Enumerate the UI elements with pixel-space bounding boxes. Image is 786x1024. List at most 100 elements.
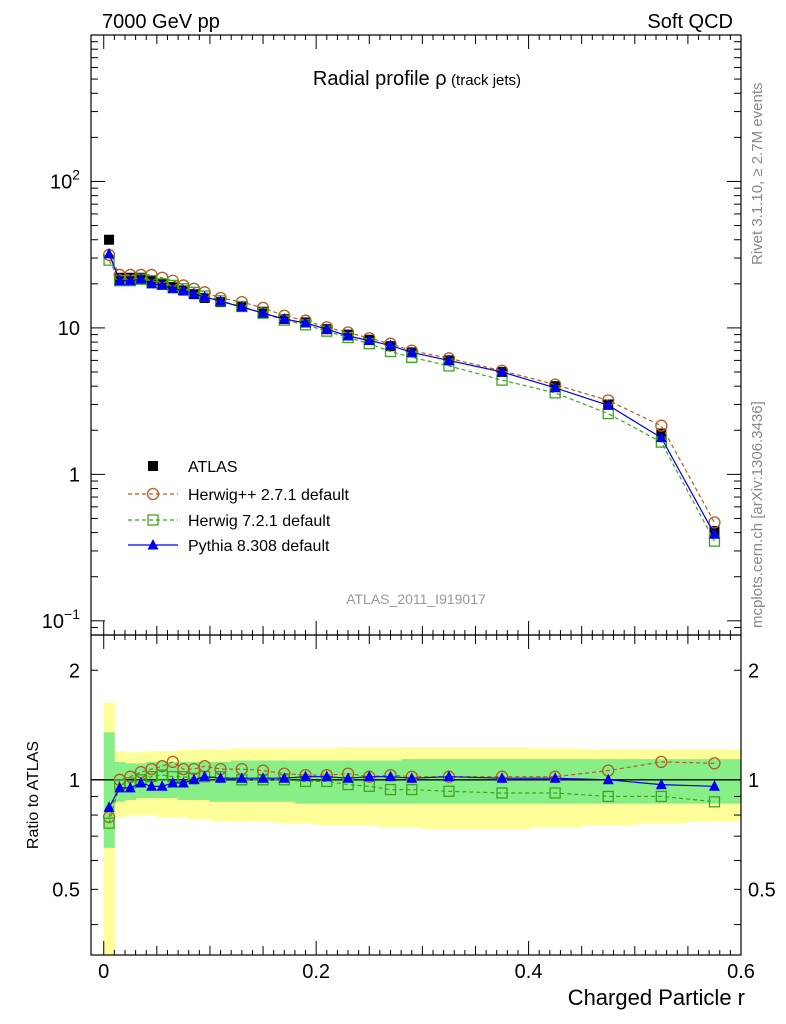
mcplots-label: mcplots.cern.ch [arXiv:1306.3436] xyxy=(749,401,766,628)
data-point-pythia-8-308-default xyxy=(655,431,667,443)
uncertainty-band-inner xyxy=(316,760,338,804)
x-tick-label: 0.6 xyxy=(727,961,755,983)
ratio-y-tick-label-right: 1 xyxy=(748,770,759,792)
legend-label-pythia-8-308-default: Pythia 8.308 default xyxy=(188,538,330,555)
data-point-herwig-7-2-1-default xyxy=(655,790,667,803)
watermark: ATLAS_2011_I919017 xyxy=(346,591,486,607)
data-point-pythia-8-308-default xyxy=(549,772,561,783)
data-point-pythia-8-308-default xyxy=(496,365,508,377)
x-axis-label: Charged Particle r xyxy=(568,985,745,1010)
data-point-pythia-8-308-default xyxy=(156,780,168,791)
data-point-pythia-8-308-default xyxy=(103,801,115,812)
header-left: 7000 GeV pp xyxy=(102,11,220,33)
legend-marker-herwig-2-7-1-default xyxy=(146,487,160,501)
series-pythia-8-308-default xyxy=(103,247,720,539)
data-point-herwig-2-7-1-default xyxy=(166,755,179,769)
data-point-pythia-8-308-default xyxy=(300,770,312,782)
data-point-herwig-7-2-1-default xyxy=(496,787,508,799)
data-point-pythia-8-308-default xyxy=(321,323,333,334)
data-point-pythia-8-308-default xyxy=(114,274,126,286)
data-point-pythia-8-308-default xyxy=(278,313,290,324)
ratio-y-tick-label-right: 2 xyxy=(748,660,759,682)
data-point-pythia-8-308-default xyxy=(443,354,455,365)
main-title-suffix: (track jets) xyxy=(451,72,521,89)
data-point-herwig-7-2-1-default xyxy=(363,780,375,792)
ratio-frame xyxy=(90,634,742,956)
uncertainty-band-inner xyxy=(114,761,126,802)
data-point-pythia-8-308-default xyxy=(602,773,614,785)
y-tick-label: 10 xyxy=(58,318,80,340)
ratio-y-tick-label: 2 xyxy=(69,660,80,682)
x-tick-label: 0.2 xyxy=(302,961,330,983)
uncertainty-band-inner xyxy=(103,732,115,848)
data-point-pythia-8-308-default xyxy=(215,772,227,783)
data-point-pythia-8-308-default xyxy=(167,282,179,294)
data-point-pythia-8-308-default xyxy=(406,346,418,357)
y-tick-label: 1 xyxy=(69,464,80,486)
ratio-content xyxy=(91,702,742,955)
data-point-herwig-7-2-1-default xyxy=(103,817,115,829)
series-pythia-8-308-default xyxy=(103,770,720,812)
data-point-pythia-8-308-default xyxy=(443,770,455,782)
data-point-pythia-8-308-default xyxy=(257,307,269,318)
data-point-herwig-7-2-1-default xyxy=(384,783,397,796)
data-point-pythia-8-308-default xyxy=(188,288,200,299)
main-plot: Radial profile ρ (track jets) ATLAS_2011… xyxy=(42,34,742,636)
main-title: Radial profile ρ (track jets) xyxy=(313,68,521,90)
data-point-pythia-8-308-default xyxy=(385,770,397,782)
ratio-y-tick-label: 1 xyxy=(69,770,80,792)
legend: ATLAS Herwig++ 2.7.1 default Herwig 7.2.1 … xyxy=(128,459,350,555)
main-title-text: Radial profile ρ xyxy=(313,68,447,90)
data-point-pythia-8-308-default xyxy=(549,381,561,393)
data-point-pythia-8-308-default xyxy=(236,772,248,783)
uncertainty-band-inner xyxy=(379,760,402,804)
data-point-pythia-8-308-default xyxy=(167,776,179,788)
y-tick-label: 10−1 xyxy=(42,606,80,633)
legend-marker-atlas xyxy=(148,461,158,471)
data-point-pythia-8-308-default xyxy=(321,770,333,782)
data-point-pythia-8-308-default xyxy=(602,399,614,410)
x-tick-label: 0 xyxy=(98,961,109,983)
data-point-pythia-8-308-default xyxy=(146,780,158,791)
data-point-pythia-8-308-default xyxy=(300,317,312,328)
legend-label-atlas: ATLAS xyxy=(188,459,238,476)
ratio-y-tick-label: 0.5 xyxy=(52,879,80,901)
y-tick-base: 10 xyxy=(50,171,72,193)
legend-label-herwig-7-2-1-default: Herwig 7.2.1 default xyxy=(188,513,331,530)
data-point-herwig-7-2-1-default xyxy=(708,796,721,808)
data-point-pythia-8-308-default xyxy=(236,300,248,312)
data-point-pythia-8-308-default xyxy=(103,247,115,259)
x-tick-label: 0.4 xyxy=(515,961,543,983)
data-point-pythia-8-308-default xyxy=(342,330,354,341)
data-point-pythia-8-308-default xyxy=(146,277,158,289)
ratio-ylabel: Ratio to ATLAS xyxy=(25,741,42,849)
data-point-pythia-8-308-default xyxy=(342,772,354,783)
y-tick-exponent: 2 xyxy=(72,166,80,182)
data-point-pythia-8-308-default xyxy=(215,295,227,306)
data-point-pythia-8-308-default xyxy=(188,773,200,785)
uncertainty-band-inner xyxy=(422,759,476,804)
header-right: Soft QCD xyxy=(647,11,733,33)
data-point-pythia-8-308-default xyxy=(385,339,397,350)
rivet-label: Rivet 3.1.10, ≥ 2.7M events xyxy=(749,83,766,266)
data-point-herwig-7-2-1-default xyxy=(406,783,418,796)
data-point-pythia-8-308-default xyxy=(124,781,136,793)
data-point-herwig-2-7-1-default xyxy=(708,516,721,529)
data-point-herwig-2-7-1-default xyxy=(655,419,668,432)
data-point-herwig-2-7-1-default xyxy=(655,755,668,769)
legend-marker-herwig-7-2-1-default xyxy=(147,514,159,526)
legend-marker-pythia-8-308-default xyxy=(147,539,159,550)
y-tick-base: 10 xyxy=(42,611,64,633)
series-line-herwig-7-2-1-default xyxy=(108,774,715,824)
data-point-pythia-8-308-default xyxy=(496,772,508,783)
data-point-pythia-8-308-default xyxy=(177,776,189,788)
ratio-ticks: 2 2 1 1 0.5 0.5 0 0.2 0.4 0.6 xyxy=(52,635,776,983)
y-tick-base: 10 xyxy=(58,318,80,340)
legend-label-herwig-2-7-1-default: Herwig++ 2.7.1 default xyxy=(188,487,350,504)
data-point-pythia-8-308-default xyxy=(708,528,720,539)
data-point-pythia-8-308-default xyxy=(199,290,211,302)
data-point-herwig-2-7-1-default xyxy=(708,757,721,770)
data-point-pythia-8-308-default xyxy=(135,273,147,284)
data-point-pythia-8-308-default xyxy=(114,781,126,793)
